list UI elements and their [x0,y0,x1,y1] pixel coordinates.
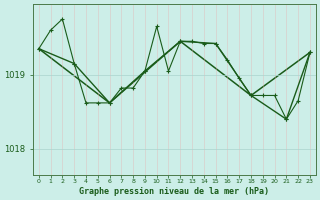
X-axis label: Graphe pression niveau de la mer (hPa): Graphe pression niveau de la mer (hPa) [79,187,269,196]
